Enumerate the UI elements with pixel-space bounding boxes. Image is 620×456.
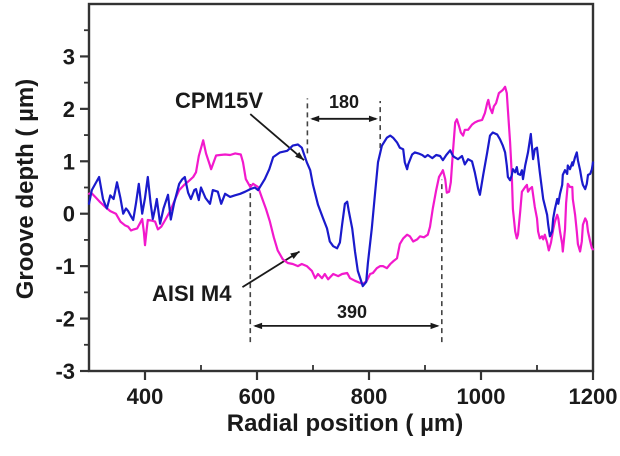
width-arrow-head [368,115,378,123]
width-annotation-390: 390 [336,302,368,322]
width-arrow-head [430,322,440,330]
width-annotation-180: 180 [328,92,360,112]
x-tick-label: 400 [127,384,164,409]
y-tick-label: 2 [63,97,75,122]
y-tick-label: 3 [63,44,75,69]
y-tick-label: -1 [55,254,75,279]
x-tick-label: 1200 [569,384,618,409]
series-label-cpm15v: CPM15V [175,88,264,113]
x-axis-title: Radial position ( µm) [226,410,464,437]
width-arrow-head [253,322,263,330]
pointer-arrow-head [290,251,300,259]
y-tick-label: -3 [55,359,75,384]
pointer-arrow [241,250,301,288]
series-line-cpm15v [87,131,595,288]
series-label-aisi-m4: AISI M4 [152,281,232,306]
series-line-aisi-m4 [87,85,595,286]
x-tick-label: 1000 [457,384,506,409]
y-tick-label: -2 [55,307,75,332]
width-arrow-head [310,115,320,123]
x-tick-label: 600 [239,384,276,409]
y-axis-title: Groove depth ( µm) [12,78,39,300]
y-tick-label: 1 [63,149,75,174]
y-tick-label: 0 [63,202,75,227]
pointer-arrow-head [295,151,305,161]
x-tick-label: 800 [351,384,388,409]
pointer-arrow [249,113,305,161]
